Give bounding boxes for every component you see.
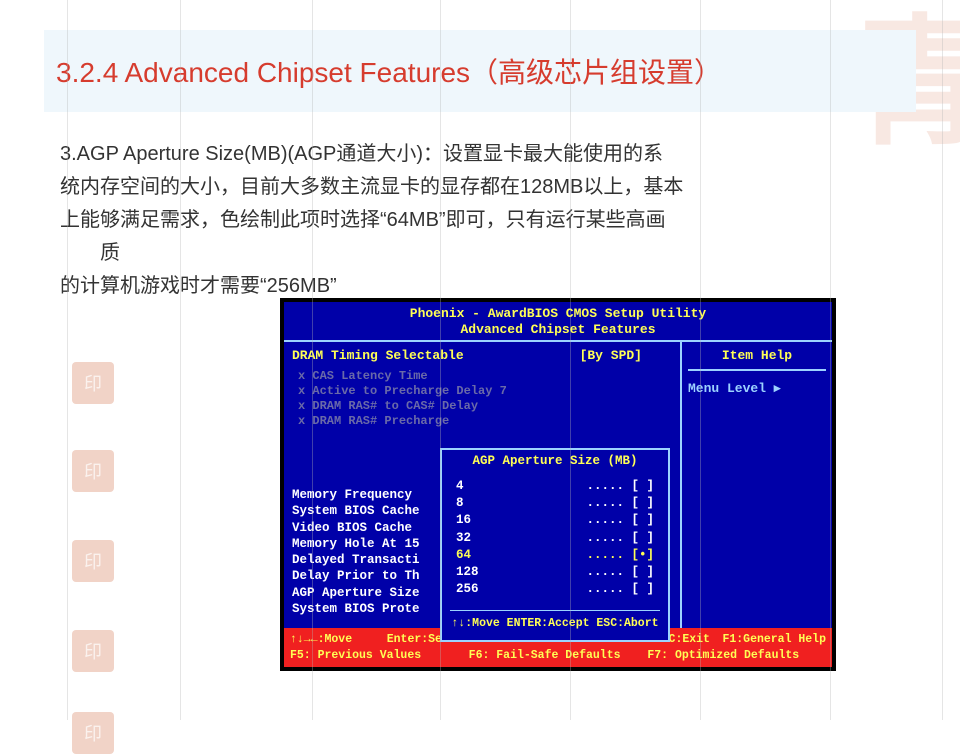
page-title: 3.2.4 Advanced Chipset Features（高级芯片组设置） <box>56 51 722 91</box>
grid-line <box>942 0 943 720</box>
text-line: 上能够满足需求，色绘制此项时选择“64MB”即可，只有运行某些高画 <box>60 204 900 237</box>
stamp-icon: 印 <box>72 630 114 672</box>
text-line: 统内存空间的大小，目前大多数主流显卡的显存都在128MB以上，基本 <box>60 171 900 204</box>
help-title: Item Help <box>688 348 826 371</box>
bios-header-line: Advanced Chipset Features <box>284 322 832 338</box>
grid-line <box>700 0 701 720</box>
text-line: 质 <box>60 237 900 270</box>
bios-disabled-rows: x CAS Latency Timex Active to Precharge … <box>298 369 672 429</box>
disabled-row: x DRAM RAS# to CAS# Delay <box>298 399 672 414</box>
bios-header-line: Phoenix - AwardBIOS CMOS Setup Utility <box>284 306 832 322</box>
setting-value: [By SPD] <box>580 348 642 363</box>
bios-header: Phoenix - AwardBIOS CMOS Setup Utility A… <box>284 302 832 340</box>
text-line: 3.AGP Aperture Size(MB)(AGP通道大小)：设置显卡最大能… <box>60 138 900 171</box>
stamp-icon: 印 <box>72 450 114 492</box>
popup-option: 8..... [ ] <box>450 495 660 512</box>
grid-line <box>180 0 181 720</box>
grid-line <box>570 0 571 720</box>
bios-help-panel: Item Help Menu Level ▸ <box>682 340 832 628</box>
grid-line <box>830 0 831 720</box>
grid-line <box>312 0 313 720</box>
disabled-row: x Active to Precharge Delay 7 <box>298 384 672 399</box>
footer-hint: F6: Fail-Safe Defaults <box>469 648 648 664</box>
stamp-icon: 印 <box>72 712 114 754</box>
setting-label: DRAM Timing Selectable <box>292 348 464 363</box>
stamp-icon: 印 <box>72 362 114 404</box>
footer-hint: F5: Previous Values <box>290 648 469 664</box>
bios-left-panel: DRAM Timing Selectable [By SPD] x CAS La… <box>284 340 682 628</box>
footer-hint: F7: Optimized Defaults <box>647 648 826 664</box>
grid-line <box>440 0 441 720</box>
footer-hint: ↑↓→←:Move <box>290 632 387 648</box>
disabled-row: x CAS Latency Time <box>298 369 672 384</box>
popup-option: 16..... [ ] <box>450 512 660 529</box>
bios-screenshot: Phoenix - AwardBIOS CMOS Setup Utility A… <box>280 298 836 671</box>
help-menu-level: Menu Level ▸ <box>688 381 826 396</box>
bios-popup: AGP Aperture Size (MB) 4..... [ ]8..... … <box>440 448 670 642</box>
popup-option: 256..... [ ] <box>450 581 660 598</box>
description-text: 3.AGP Aperture Size(MB)(AGP通道大小)：设置显卡最大能… <box>60 138 900 303</box>
title-bar: 3.2.4 Advanced Chipset Features（高级芯片组设置） <box>44 30 916 112</box>
popup-option: 32..... [ ] <box>450 530 660 547</box>
bios-main: DRAM Timing Selectable [By SPD] x CAS La… <box>284 340 832 628</box>
stamp-icon: 印 <box>72 540 114 582</box>
bios-setting-row: DRAM Timing Selectable [By SPD] <box>292 348 672 363</box>
popup-option: 128..... [ ] <box>450 564 660 581</box>
popup-options: 4..... [ ]8..... [ ]16..... [ ]32..... [… <box>450 478 660 598</box>
popup-title: AGP Aperture Size (MB) <box>450 454 660 468</box>
grid-line <box>67 0 68 720</box>
popup-option: 64..... [•] <box>450 547 660 564</box>
popup-option: 4..... [ ] <box>450 478 660 495</box>
popup-footer: ↑↓:Move ENTER:Accept ESC:Abort <box>450 610 660 630</box>
footer-hint: F1:General Help <box>722 632 826 648</box>
disabled-row: x DRAM RAS# Precharge <box>298 414 672 429</box>
